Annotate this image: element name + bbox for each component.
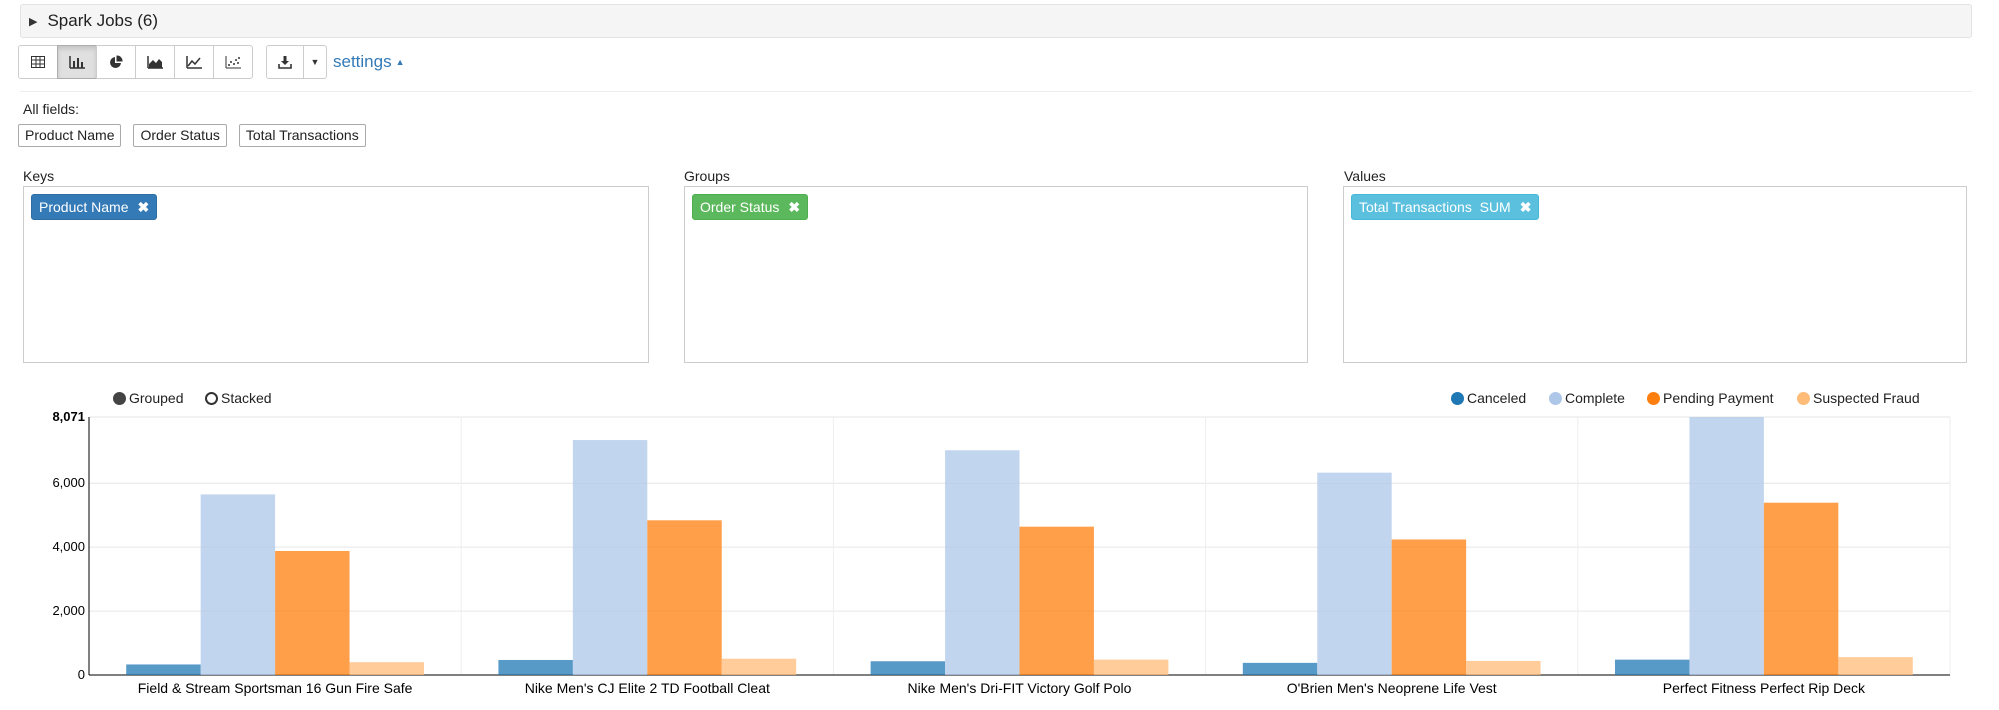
bar [1093,659,1169,675]
bar [1317,472,1392,675]
bar-chart: 0 2,000 4,000 6,000 8,071 Field & Stream Spor… [52,409,1951,696]
legend-item-suspected-fraud[interactable]: Suspected Fraud [1797,390,1920,406]
caret-right-icon: ▶ [29,15,38,28]
bar-chart-button[interactable] [57,45,97,79]
value-tag[interactable]: Total Transactions SUM ✖ [1351,194,1540,220]
keys-label: Keys [23,168,55,184]
x-tick-label: Perfect Fitness Perfect Rip Deck [1663,680,1866,696]
caret-down-icon: ▼ [310,57,320,67]
field-chip-total-transactions[interactable]: Total Transactions [238,124,366,147]
bar [870,661,946,675]
all-fields-label: All fields: [23,101,80,117]
groups-label: Groups [684,168,730,184]
bar [1689,417,1764,675]
field-chip-product-name[interactable]: Product Name [18,124,122,147]
y-tick-label: 8,071 [52,409,85,424]
legend-label: Suspected Fraud [1813,390,1920,406]
legend-dot-icon [1549,391,1562,405]
y-tick-label: 2,000 [52,603,85,618]
bar [349,662,424,675]
stacked-option[interactable]: Stacked [205,390,272,406]
stacked-label: Stacked [221,390,272,406]
line-chart-icon [186,55,202,69]
bar [1391,539,1467,675]
grouped-option[interactable]: Grouped [113,390,183,406]
values-label: Values [1344,168,1386,184]
groups-dropzone[interactable]: Order Status ✖ [684,186,1308,363]
bar [1466,660,1541,675]
legend-item-pending-payment[interactable]: Pending Payment [1647,390,1774,406]
remove-group-icon[interactable]: ✖ [788,198,801,215]
settings-link[interactable]: settings ▲ [333,52,405,72]
legend-label: Pending Payment [1663,390,1774,406]
settings-label: settings [333,52,392,71]
bar [498,659,573,675]
remove-value-icon[interactable]: ✖ [1519,198,1532,215]
keys-dropzone[interactable]: Product Name ✖ [23,186,649,363]
download-button[interactable] [266,45,304,79]
download-icon [278,55,292,69]
line-chart-button[interactable] [174,45,214,79]
bar [721,658,797,675]
legend-dot-icon [1647,391,1660,405]
bar [126,664,201,675]
legend-label: Canceled [1467,390,1527,406]
bar [275,550,350,675]
pie-chart-icon [110,55,123,68]
bar-chart-icon [69,55,85,69]
area-chart-button[interactable] [135,45,175,79]
grouped-label: Grouped [129,390,184,406]
caret-up-icon: ▲ [395,57,405,67]
table-view-button[interactable] [18,45,58,79]
x-tick-label: Field & Stream Sportsman 16 Gun Fire Saf… [138,680,413,696]
spark-jobs-label: Spark Jobs (6) [47,11,159,30]
group-tag-label: Order Status [700,199,780,215]
scatter-chart-button[interactable] [213,45,253,79]
legend-dot-icon [1451,391,1464,405]
field-chip-order-status[interactable]: Order Status [133,124,227,147]
bar [1838,657,1913,675]
value-tag-label: Total Transactions SUM [1359,199,1511,215]
key-tag[interactable]: Product Name ✖ [31,194,158,220]
y-tick-label: 0 [78,667,85,682]
radio-unselected-icon [205,391,218,405]
radio-selected-icon [113,391,126,405]
bar [1019,526,1094,675]
y-tick-label: 4,000 [52,539,85,554]
bar [1615,659,1690,675]
legend-dot-icon [1797,391,1810,405]
key-tag-label: Product Name [39,199,129,215]
bar [200,494,276,675]
pie-chart-button[interactable] [96,45,136,79]
spark-jobs-toggle[interactable]: ▶ Spark Jobs (6) [20,4,1972,38]
area-chart-icon [147,55,163,69]
scatter-chart-icon [225,55,241,68]
group-tag[interactable]: Order Status ✖ [692,194,809,220]
values-dropzone[interactable]: Total Transactions SUM ✖ [1343,186,1967,363]
bar [647,520,722,675]
x-tick-label: Nike Men's CJ Elite 2 TD Football Cleat [525,680,770,696]
download-buttons: ▼ [266,45,327,79]
bar [1242,662,1318,675]
table-icon [31,56,45,68]
x-tick-label: Nike Men's Dri-FIT Victory Golf Polo [908,680,1132,696]
bar [1763,502,1839,675]
divider [20,91,1972,92]
legend-item-complete[interactable]: Complete [1549,390,1625,406]
y-tick-label: 6,000 [52,475,85,490]
download-options-button[interactable]: ▼ [303,45,327,79]
chart-type-buttons [18,45,253,79]
chart-toolbar: ▼ settings ▲ [18,45,405,79]
bar [945,450,1020,675]
all-fields-list: Product Name Order Status Total Transact… [18,124,378,147]
x-tick-label: O'Brien Men's Neoprene Life Vest [1287,680,1497,696]
legend-item-canceled[interactable]: Canceled [1451,390,1526,406]
remove-key-icon[interactable]: ✖ [137,198,150,215]
bar [572,440,648,675]
legend-label: Complete [1565,390,1625,406]
